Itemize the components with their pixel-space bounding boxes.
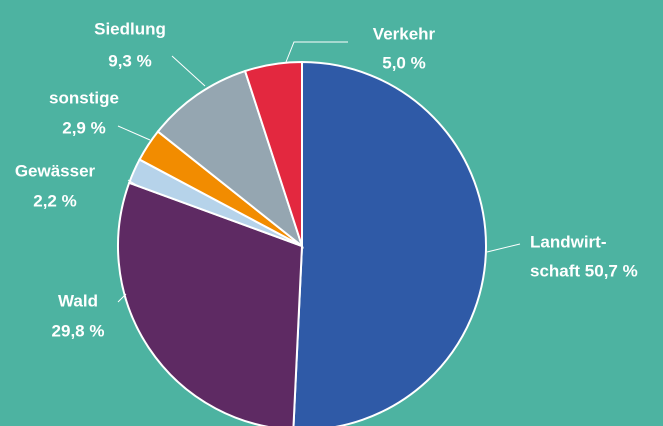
- leader-line: [117, 125, 151, 141]
- slice-label: Gewässer: [15, 161, 96, 180]
- leader-line: [127, 179, 141, 188]
- slice-label: 2,9 %: [62, 118, 105, 137]
- leader-line: [117, 293, 127, 303]
- slice-label: Wald: [58, 291, 98, 310]
- pie-slice: [156, 69, 304, 249]
- slice-label: Siedlung: [94, 19, 166, 38]
- slice-label: sonstige: [49, 88, 119, 107]
- leader-line: [486, 243, 521, 253]
- slice-label: schaft 50,7 %: [530, 261, 638, 280]
- slice-label: 5,0 %: [382, 53, 425, 72]
- slice-label: Landwirt-: [530, 232, 607, 251]
- slice-label: 9,3 %: [108, 51, 151, 70]
- leader-line: [285, 41, 348, 63]
- slice-label: 29,8 %: [52, 321, 105, 340]
- pie-slice: [243, 60, 303, 247]
- slice-label: Verkehr: [373, 24, 436, 43]
- slice-label: 2,2 %: [33, 191, 76, 210]
- pie-slice: [292, 60, 487, 426]
- leader-line: [171, 55, 206, 87]
- pie-slice: [117, 181, 304, 426]
